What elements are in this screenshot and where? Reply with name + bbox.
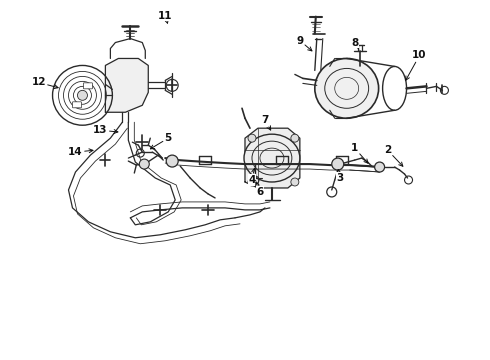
Text: 1: 1 — [351, 143, 368, 163]
Circle shape — [166, 155, 178, 167]
Text: 14: 14 — [68, 147, 93, 157]
Text: 12: 12 — [31, 77, 58, 89]
Text: 9: 9 — [296, 36, 312, 51]
Ellipse shape — [244, 134, 300, 182]
Polygon shape — [245, 128, 300, 188]
Text: 4: 4 — [248, 168, 256, 185]
Circle shape — [375, 162, 385, 172]
Text: 13: 13 — [93, 125, 118, 135]
FancyBboxPatch shape — [83, 83, 93, 89]
FancyBboxPatch shape — [73, 102, 81, 108]
Text: 8: 8 — [351, 37, 359, 49]
Circle shape — [248, 134, 256, 142]
Text: 3: 3 — [336, 170, 343, 183]
Text: 10: 10 — [406, 50, 427, 80]
Text: 2: 2 — [384, 145, 403, 166]
Text: 11: 11 — [158, 11, 172, 23]
Circle shape — [139, 159, 149, 169]
Text: 6: 6 — [256, 182, 264, 197]
Text: 5: 5 — [150, 133, 172, 149]
Circle shape — [248, 178, 256, 186]
Circle shape — [291, 134, 299, 142]
Ellipse shape — [315, 58, 379, 118]
Circle shape — [291, 178, 299, 186]
Circle shape — [77, 90, 87, 100]
Circle shape — [332, 158, 343, 170]
Text: 7: 7 — [261, 115, 270, 130]
Polygon shape — [105, 58, 148, 112]
